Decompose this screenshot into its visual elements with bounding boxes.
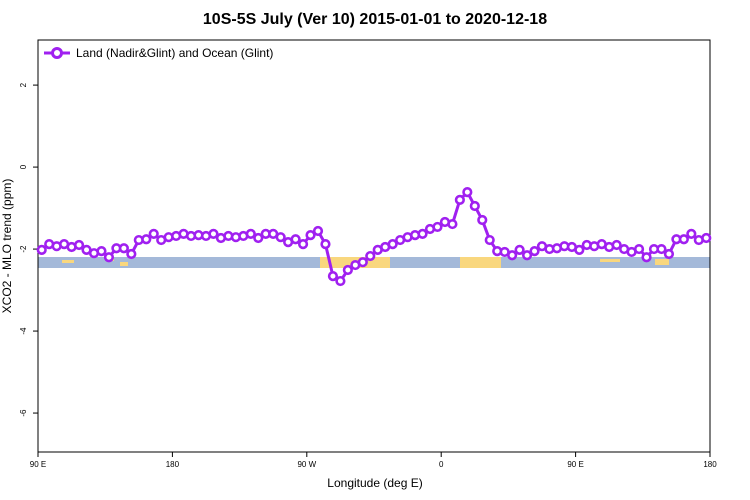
y-tick-label: 0 (19, 164, 28, 169)
y-tick-label: 2 (19, 82, 28, 87)
data-point (462, 186, 473, 198)
x-tick-label: 90 E (567, 460, 583, 469)
data-point (701, 232, 712, 244)
data-point (686, 228, 697, 240)
data-point (447, 218, 458, 230)
data-point (73, 239, 85, 251)
land-band (655, 259, 669, 265)
data-point (245, 228, 256, 240)
data-point (521, 250, 533, 261)
data-point (469, 200, 480, 212)
x-tick-label: 180 (166, 460, 180, 469)
data-point (633, 243, 645, 255)
data-point (574, 244, 585, 255)
data-point (141, 234, 152, 245)
data-point (387, 239, 398, 250)
land-band (62, 260, 74, 263)
data-point (275, 232, 286, 243)
data-point (305, 230, 316, 241)
data-point (297, 239, 309, 250)
legend-label: Land (Nadir&Glint) and Ocean (Glint) (76, 46, 273, 60)
data-point (342, 264, 353, 276)
y-axis-label: XCO2 - MLO trend (ppm) (0, 179, 14, 314)
data-point (484, 234, 495, 246)
data-point (148, 228, 159, 240)
y-tick-label: -2 (19, 245, 28, 253)
data-point (365, 250, 376, 262)
data-point (454, 194, 465, 205)
x-tick-label: 90 E (30, 460, 46, 469)
x-tick-label: 0 (439, 460, 444, 469)
data-point (641, 252, 652, 263)
data-point (253, 232, 264, 244)
data-point (417, 228, 428, 240)
data-point (327, 271, 339, 282)
data-point (507, 250, 518, 261)
data-point (312, 225, 324, 237)
data-point (103, 252, 115, 263)
data-point (290, 234, 301, 245)
data-point (126, 248, 137, 260)
x-tick-label: 180 (703, 460, 717, 469)
legend: Land (Nadir&Glint) and Ocean (Glint) (44, 46, 273, 60)
plot-border (37, 39, 711, 453)
data-point (663, 248, 675, 260)
data-point (529, 246, 540, 257)
data-point (432, 221, 443, 233)
data-point (36, 244, 47, 255)
x-tick-label: 90 W (297, 460, 316, 469)
chart-title: 10S-5S July (Ver 10) 2015-01-01 to 2020-… (203, 11, 547, 28)
land-band (600, 259, 620, 262)
legend-marker (51, 47, 63, 59)
data-point (118, 243, 129, 254)
y-tick-label: -4 (19, 327, 28, 335)
data-point (320, 239, 331, 250)
data-point (208, 228, 219, 240)
x-axis-label: Longitude (deg E) (327, 476, 422, 490)
land-band (120, 262, 128, 266)
data-point (357, 257, 368, 268)
data-point (514, 244, 525, 255)
land-band (460, 257, 501, 268)
data-point (335, 275, 346, 287)
y-tick-label: -6 (19, 409, 28, 417)
data-point (96, 246, 107, 257)
data-point (656, 243, 667, 255)
data-point (477, 214, 488, 226)
data-point (678, 234, 689, 245)
data-point (611, 239, 622, 251)
